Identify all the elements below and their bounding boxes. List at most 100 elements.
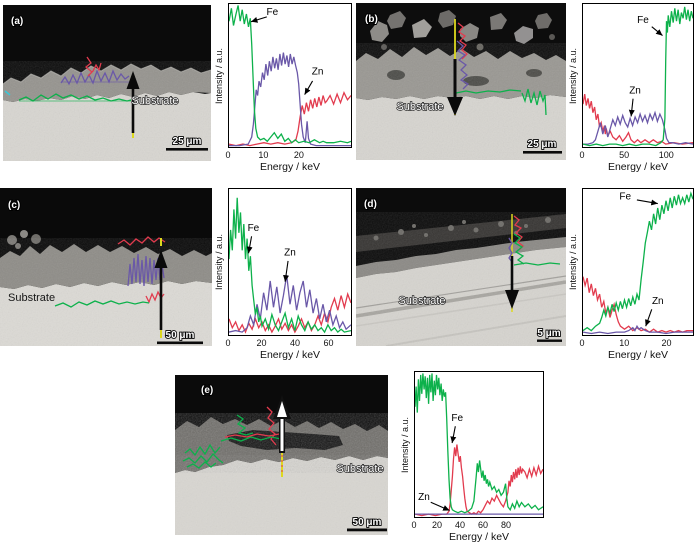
sem-image-d: (d) Substrate 5 μm — [356, 188, 566, 346]
scale-bar-label: 50 μm — [353, 517, 382, 528]
series-line-fe — [228, 5, 352, 144]
x-tick-label: 0 — [579, 338, 585, 348]
y-axis-label-a: Intensity / a.u. — [214, 47, 224, 104]
grain-texture — [356, 212, 566, 346]
x-axis-ticks-d: 0 10 20 — [579, 338, 694, 349]
x-tick-label: 10 — [619, 338, 630, 348]
annotation-arrow-zn — [628, 98, 635, 117]
scale-bar: 25 μm — [523, 138, 562, 154]
annotation-arrow-fe — [636, 199, 658, 206]
spectrum-canvas-d: Fe Zn — [582, 191, 694, 335]
x-axis-label-a: Energy / keV — [259, 161, 321, 173]
x-axis-ticks-e: 0 20 40 60 80 — [411, 520, 544, 531]
x-tick-label: 0 — [579, 150, 585, 160]
annotation-arrow-fe — [246, 236, 253, 254]
spectrum-canvas-a: Fe Zn — [228, 5, 352, 147]
y-axis-label-d: Intensity / a.u. — [568, 233, 578, 291]
scale-bar-label: 25 μm — [173, 136, 202, 147]
series-line-fe — [414, 373, 544, 514]
x-tick-label: 0 — [225, 338, 231, 348]
spectrum-plot-d: Fe Zn — [582, 188, 694, 336]
annotation-arrow-fe — [651, 26, 663, 37]
x-axis-ticks-a: 0 10 20 — [225, 150, 352, 161]
scale-bar: 5 μm — [536, 327, 562, 342]
annotation-arrow-zn — [283, 260, 289, 282]
eds-line-traces — [54, 236, 166, 308]
series-line-red — [228, 91, 352, 147]
series-line-fe — [228, 197, 352, 334]
x-axis-label-b: Energy / keV — [607, 161, 669, 173]
sem-image-a: (a) Substrate 25 μm — [3, 5, 211, 161]
series-line-red — [582, 93, 694, 145]
spectrum-canvas-b: Fe Zn — [582, 6, 694, 147]
series-line-zn — [582, 324, 693, 335]
x-tick-label: 40 — [455, 520, 466, 530]
series-line-zn — [229, 52, 351, 147]
x-axis-ticks-c: 0 20 40 60 — [225, 338, 352, 349]
spectrum-plot-a: Fe Zn — [228, 3, 352, 148]
x-tick-label: 20 — [256, 338, 267, 348]
series-line-red — [228, 291, 352, 334]
series-line-fe — [582, 191, 694, 332]
scale-bar-label: 50 μm — [166, 330, 195, 341]
spectrum-plot-e: Fe Zn — [414, 371, 544, 518]
annotation-label-fe: Fe — [619, 192, 631, 203]
substrate-label: Substrate — [131, 95, 178, 107]
spectrum-plot-b: Fe Zn — [582, 3, 694, 148]
annotation-label-zn: Zn — [652, 296, 664, 307]
scale-bar-label: 25 μm — [528, 139, 557, 150]
scan-direction-arrow — [505, 256, 519, 309]
series-line-red — [414, 444, 544, 517]
series-line-red — [582, 276, 693, 333]
x-tick-label: 60 — [323, 338, 334, 348]
substrate-label: Substrate — [398, 295, 445, 307]
y-axis-label-e: Intensity / a.u. — [400, 416, 410, 473]
panel-label: (d) — [364, 199, 377, 210]
x-axis-label-c: Energy / keV — [259, 349, 321, 361]
x-tick-label: 20 — [661, 338, 672, 348]
annotation-label-fe: Fe — [266, 7, 278, 18]
sem-image-e: (e) Substrate 50 μm — [175, 375, 388, 535]
x-tick-label: 100 — [658, 150, 674, 160]
panel-label: (e) — [201, 385, 213, 396]
spectrum-canvas-e: Fe Zn — [414, 373, 544, 517]
spectrum-plot-c: Fe Zn — [228, 188, 352, 336]
x-tick-label: 60 — [478, 520, 489, 530]
y-axis-label-b: Intensity / a.u. — [568, 47, 578, 104]
substrate-label: Substrate — [396, 101, 443, 113]
annotation-arrow-fe — [250, 16, 267, 23]
annotation-arrow-fe — [450, 426, 457, 444]
scale-bar: 50 μm — [347, 516, 387, 532]
eds-line-traces — [182, 406, 282, 469]
annotation-label-fe: Fe — [248, 223, 260, 234]
scan-direction-arrow — [126, 71, 140, 138]
panel-label: (c) — [8, 200, 20, 211]
sem-image-c: (c) Substrate 50 μm — [0, 188, 212, 346]
scan-direction-arrow — [447, 59, 463, 116]
substrate-label: Substrate — [8, 292, 55, 304]
annotation-arrow-zn — [304, 80, 314, 95]
scan-direction-arrow — [154, 238, 168, 338]
annotation-label-zn: Zn — [629, 85, 641, 96]
annotation-label-zn: Zn — [284, 248, 296, 259]
panel-label: (b) — [365, 14, 378, 25]
x-tick-label: 0 — [225, 150, 231, 160]
annotation-label-fe: Fe — [637, 15, 649, 26]
annotation-label-zn: Zn — [418, 492, 430, 503]
panel-label: (a) — [11, 16, 23, 27]
series-line-fe — [582, 6, 694, 147]
x-tick-label: 50 — [619, 150, 630, 160]
x-axis-ticks-b: 0 50 100 — [579, 150, 694, 161]
annotation-arrow-zn — [430, 501, 450, 511]
sem-image-b: (b) Substrate 25 μm — [356, 3, 566, 160]
scale-bar: 25 μm — [166, 135, 208, 151]
scan-direction-arrow — [273, 395, 291, 477]
spectrum-canvas-c: Fe Zn — [228, 197, 352, 334]
x-tick-label: 20 — [431, 520, 443, 530]
scale-bar: 50 μm — [157, 329, 203, 345]
grain-texture — [0, 238, 212, 346]
scale-bar-label: 5 μm — [537, 328, 560, 339]
x-tick-label: 40 — [290, 338, 301, 348]
annotation-label-zn: Zn — [312, 67, 324, 78]
